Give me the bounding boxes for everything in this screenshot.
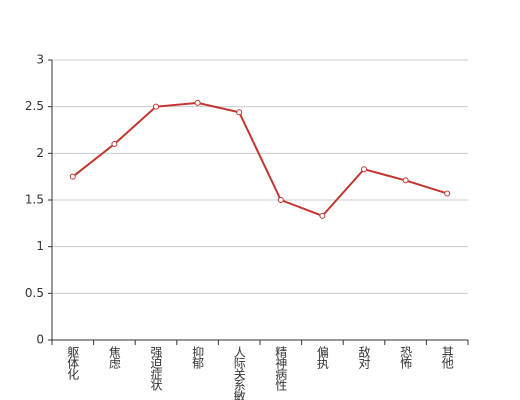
point (194, 99, 201, 106)
x-tick-label: 偏执 (315, 345, 329, 370)
y-tick-label: 0.5 (25, 286, 44, 300)
y-tick-label: 2.5 (25, 99, 44, 113)
x-tick-label: 焦虑 (107, 346, 121, 369)
point (69, 173, 76, 180)
x-tick-label: 躯体化 (66, 345, 80, 381)
point (319, 212, 326, 219)
point (236, 109, 243, 116)
x-tick-label: 恐怖 (399, 346, 413, 369)
y-tick-label: 2 (36, 146, 44, 160)
x-tick-label: 精神病性 (274, 346, 288, 392)
point (153, 103, 159, 110)
y-tick-label: 3 (36, 53, 44, 67)
point (402, 177, 409, 184)
y-tick-label: 0 (36, 333, 44, 347)
line (72, 101, 448, 218)
x-tick-label: 抑郁 (191, 345, 205, 370)
point (361, 166, 367, 173)
point (111, 141, 118, 147)
x-tick-label: 人际关系敏感 (232, 346, 246, 400)
y-tick-label: 1.5 (25, 193, 44, 207)
x-tick-label: 其他 (440, 346, 454, 369)
x-tick-label: 强迫症状 (149, 346, 163, 391)
y-tick-label: 1 (36, 239, 44, 253)
x-tick-label: 敌对 (357, 345, 371, 369)
point (277, 197, 284, 203)
point (444, 190, 451, 197)
